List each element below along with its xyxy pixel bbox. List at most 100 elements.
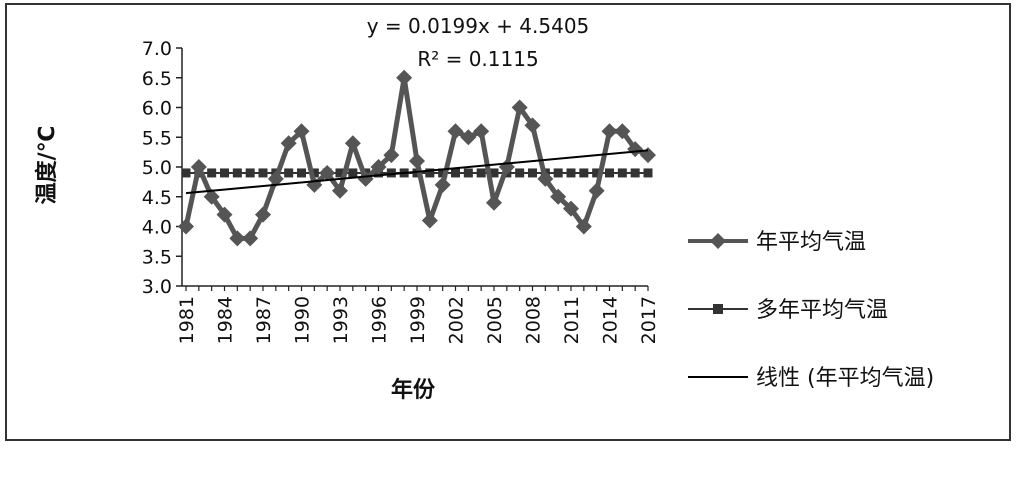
trendline-r-squared: R² = 0.1115	[417, 47, 538, 71]
legend-label-annual-mean: 年平均气温	[756, 230, 866, 255]
long-term-mean-point	[425, 168, 435, 178]
long-term-mean-point	[335, 168, 345, 178]
annual-mean-point	[627, 141, 644, 158]
y-tick-label: 6.5	[142, 68, 172, 90]
annual-mean-point	[447, 123, 464, 140]
annual-mean-point	[460, 129, 477, 146]
long-term-mean-point	[348, 168, 358, 178]
y-tick-label: 3.5	[142, 246, 172, 268]
annual-mean-point	[370, 159, 387, 175]
annual-mean-point	[575, 218, 592, 235]
x-tick-label: 1999	[407, 296, 429, 344]
long-term-mean-point	[220, 168, 229, 178]
annual-mean-point	[563, 200, 579, 217]
long-term-mean-point	[438, 168, 448, 178]
annual-mean-point	[293, 123, 310, 140]
series-linear-trend-line	[185, 149, 649, 195]
x-axis-ticks: 1981 1984 1987 1990 1993 1996 1999 2002 2005 2008…	[176, 286, 660, 344]
long-term-mean-point	[566, 168, 576, 178]
annual-mean-point	[383, 147, 400, 164]
annual-mean-point	[178, 218, 194, 235]
long-term-mean-point	[297, 168, 306, 178]
long-term-mean-point	[528, 168, 537, 178]
annual-mean-point	[550, 188, 567, 205]
y-tick-label: 5.5	[142, 127, 172, 149]
y-tick-label: 7.0	[142, 38, 172, 60]
x-tick-label: 1987	[253, 296, 275, 344]
x-tick-label: 1996	[369, 296, 391, 344]
long-term-mean-point	[579, 168, 589, 178]
trendline-equation: y = 0.0199x + 4.5405	[367, 14, 590, 38]
annual-mean-point	[203, 188, 220, 205]
annual-mean-point	[524, 117, 541, 134]
x-axis-title: 年份	[391, 377, 436, 403]
annual-mean-point	[255, 206, 271, 223]
x-tick-label: 1981	[176, 296, 198, 344]
long-term-mean-point	[245, 168, 255, 178]
annual-mean-point	[280, 135, 297, 152]
annual-mean-point	[332, 182, 348, 199]
annual-mean-point	[486, 194, 502, 211]
y-tick-label: 6.0	[142, 98, 172, 120]
long-term-mean-point	[386, 168, 396, 178]
legend-item-annual-mean: 年平均气温	[688, 230, 866, 255]
x-tick-label: 2011	[561, 296, 583, 344]
long-term-mean-point	[515, 168, 525, 178]
annual-mean-point	[473, 123, 490, 140]
annual-mean-point	[242, 230, 259, 247]
x-tick-label: 2008	[523, 296, 545, 344]
long-term-mean-point	[617, 168, 627, 178]
y-tick-label: 5.0	[142, 157, 172, 179]
annual-mean-point	[588, 182, 605, 199]
annual-mean-point	[267, 170, 284, 187]
annual-mean-point	[396, 69, 413, 86]
annual-mean-point	[421, 212, 438, 229]
y-tick-label: 4.0	[142, 217, 172, 239]
long-term-mean-point	[258, 168, 268, 178]
legend-label-long-term-mean: 多年平均气温	[756, 298, 888, 323]
annual-mean-point	[319, 164, 336, 181]
x-tick-label: 2017	[638, 296, 660, 344]
legend-item-linear-trend: 线性 (年平均气温)	[688, 366, 934, 391]
annual-mean-point	[229, 230, 246, 247]
annual-mean-point	[344, 135, 361, 152]
x-tick-label: 2002	[446, 296, 468, 344]
series-layer	[178, 69, 656, 247]
long-term-mean-point	[592, 168, 602, 178]
chart-frame	[5, 3, 1011, 441]
x-tick-label: 1984	[215, 296, 237, 344]
y-axis-title: 温度/℃	[34, 126, 60, 205]
y-axis-ticks: 3.0 3.5 4.0 4.5 5.0 5.5 6.0 6.5 7.0	[142, 38, 182, 298]
annual-mean-point	[434, 176, 451, 193]
annual-mean-point	[357, 170, 374, 187]
legend-square-marker	[713, 304, 723, 314]
annual-mean-point	[216, 206, 233, 223]
long-term-mean-point	[309, 168, 319, 178]
long-term-mean-point	[451, 168, 460, 178]
x-tick-label: 2014	[600, 296, 622, 344]
long-term-mean-point	[207, 168, 217, 178]
annual-mean-point	[190, 159, 207, 175]
long-term-mean-point	[553, 168, 563, 178]
annual-mean-point	[511, 99, 528, 116]
annual-mean-point	[409, 153, 425, 170]
annual-mean-point	[614, 123, 631, 140]
annual-mean-point	[601, 123, 618, 140]
long-term-mean-point	[643, 168, 653, 178]
long-term-mean-point	[412, 168, 422, 178]
long-term-mean-point	[605, 168, 614, 178]
long-term-mean-point	[476, 168, 486, 178]
x-tick-label: 1993	[330, 296, 352, 344]
long-term-mean-point	[630, 168, 640, 178]
long-term-mean-point	[489, 168, 499, 178]
long-term-mean-point	[463, 168, 473, 178]
y-tick-label: 4.5	[142, 187, 172, 209]
annual-mean-point	[537, 170, 554, 187]
legend: 年平均气温 多年平均气温 线性 (年平均气温)	[688, 230, 934, 391]
legend-item-long-term-mean: 多年平均气温	[688, 298, 888, 323]
long-term-mean-point	[181, 168, 191, 178]
long-term-mean-point	[284, 168, 294, 178]
x-tick-label: 1990	[292, 296, 314, 344]
legend-diamond-marker	[710, 233, 726, 249]
